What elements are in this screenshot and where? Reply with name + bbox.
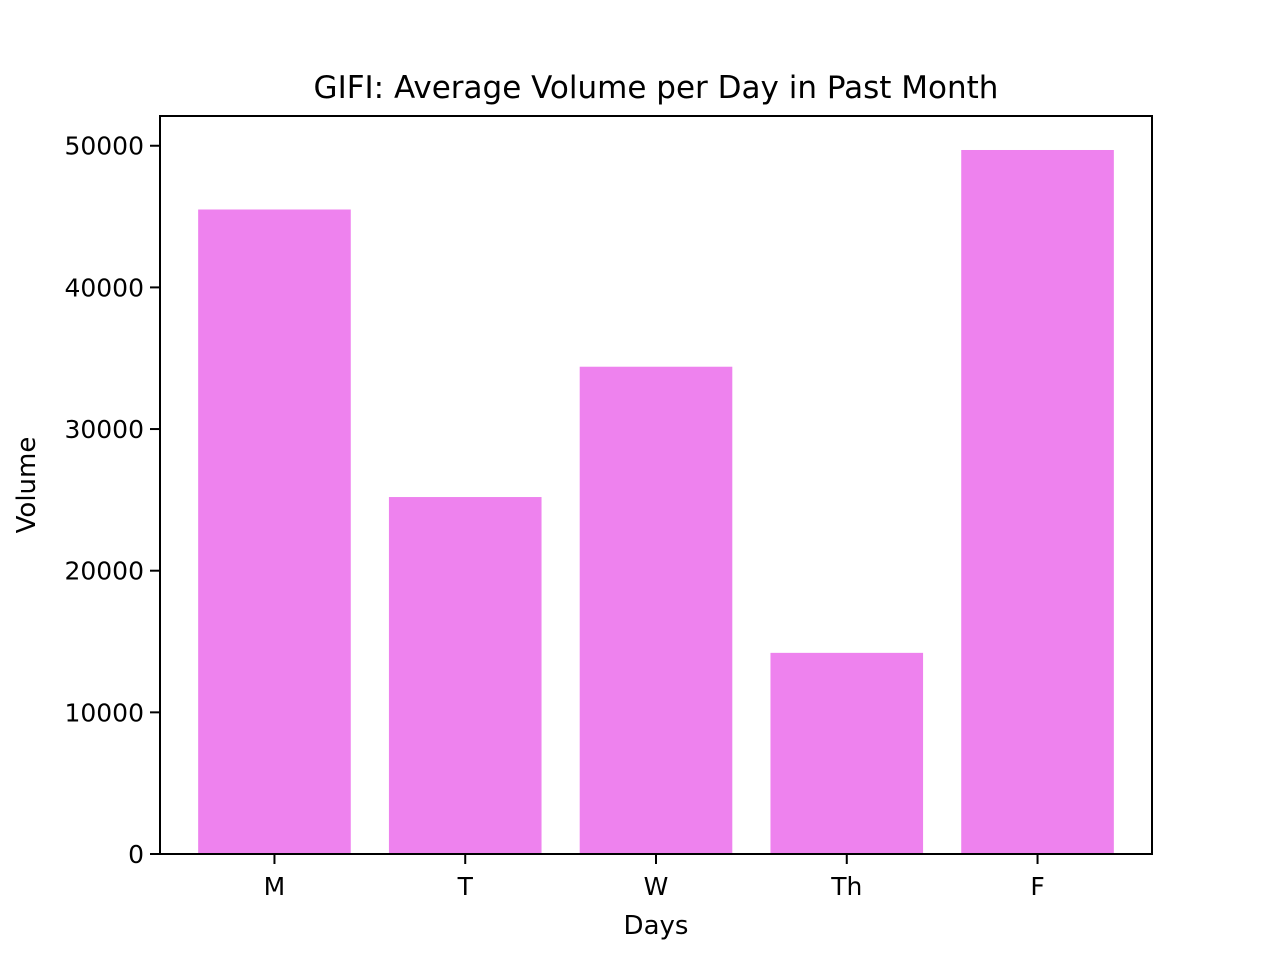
y-tick-label: 10000 (64, 698, 144, 727)
bar-f (961, 149, 1114, 854)
y-tick-label: 30000 (64, 415, 144, 444)
y-tick-label: 0 (128, 840, 144, 869)
bar-w (579, 366, 733, 854)
chart-title: GIFI: Average Volume per Day in Past Mon… (314, 70, 999, 106)
bar-th (770, 652, 924, 854)
x-axis: M T W Th F (264, 854, 1045, 901)
y-axis: 0 10000 20000 30000 40000 50000 (64, 132, 160, 869)
y-tick-label: 40000 (64, 273, 144, 302)
bar-t (388, 497, 542, 854)
bar-m (198, 209, 351, 854)
x-tick-label: M (264, 872, 286, 901)
y-axis-label: Volume (12, 437, 42, 534)
x-tick-label: T (457, 872, 474, 901)
x-tick-label: W (644, 872, 669, 901)
y-tick-label: 50000 (64, 132, 144, 161)
bars-group (198, 149, 1114, 854)
y-tick-label: 20000 (64, 557, 144, 586)
x-axis-label: Days (624, 911, 689, 941)
x-tick-label: Th (830, 872, 862, 901)
x-tick-label: F (1030, 872, 1044, 901)
